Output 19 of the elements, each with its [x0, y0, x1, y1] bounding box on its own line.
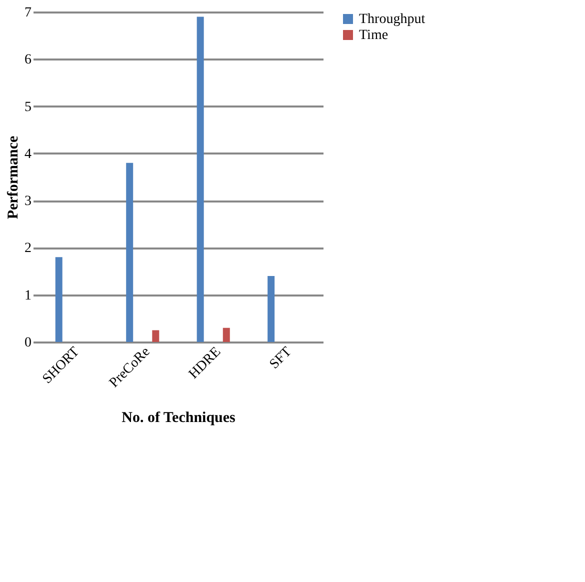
bar — [196, 16, 204, 342]
legend-label: Time — [359, 28, 388, 43]
y-tick-label: 1 — [24, 288, 32, 304]
bar — [152, 330, 160, 342]
legend-label: Throughput — [359, 12, 426, 27]
y-tick-label: 2 — [24, 241, 32, 256]
y-axis-title: Performance — [6, 136, 22, 220]
y-tick-label: 0 — [24, 336, 32, 350]
bar — [268, 276, 275, 342]
bar — [55, 257, 62, 342]
x-axis-title: No. of Techniques — [122, 410, 236, 426]
y-tick-label: 3 — [24, 194, 32, 210]
y-tick-label: 6 — [24, 52, 32, 68]
y-tick-label: 7 — [24, 6, 32, 20]
bar — [222, 328, 230, 342]
x-tick-label: SFT — [267, 344, 296, 372]
bar — [126, 162, 134, 342]
y-tick-label: 4 — [24, 146, 32, 162]
y-tick-label: 5 — [24, 100, 32, 115]
